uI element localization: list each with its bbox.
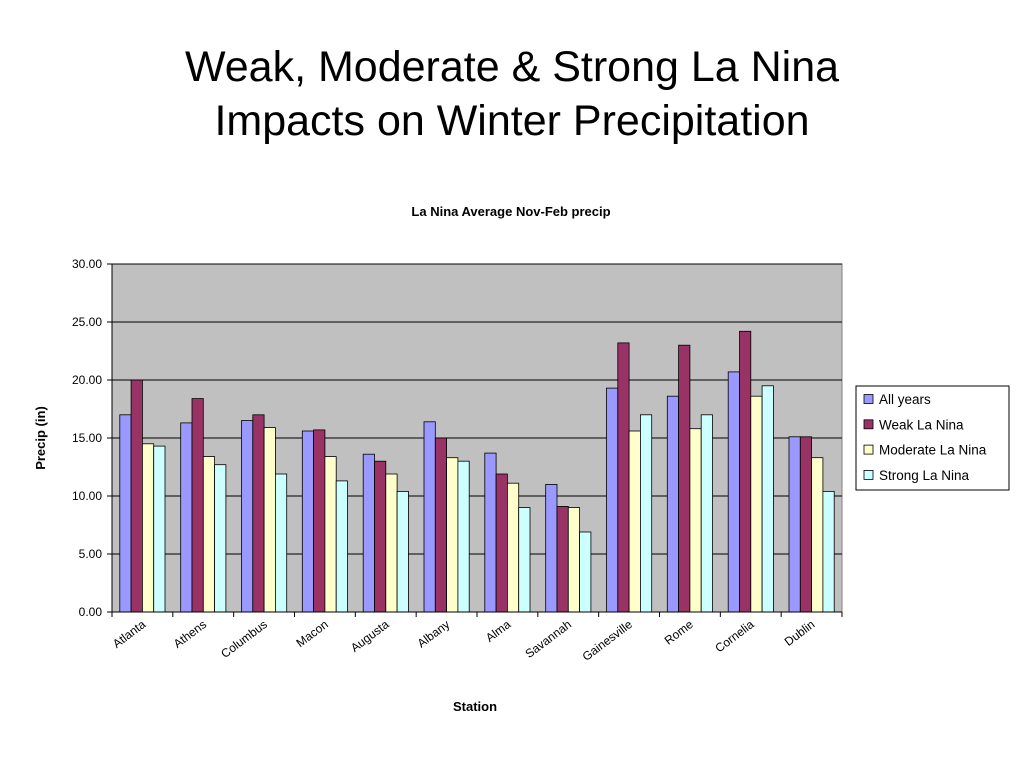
bar-savannah-series-1 [545,483,558,613]
x-tick-label: Cornelia [712,617,756,655]
bar-columbus-series-3 [263,427,276,613]
bar-savannah-series-3 [567,507,580,613]
legend-label: All years [879,392,931,407]
bar-gainesville-series-3 [628,430,641,613]
bar-macon-series-2 [313,429,326,613]
legend-item: Strong La Nina [863,468,970,483]
slide-title-line-1: Weak, Moderate & Strong La Nina [184,43,840,91]
bar-augusta-series-4 [396,490,409,613]
bar-gainesville-series-4 [640,414,653,613]
bar-atlanta-series-4 [153,445,166,613]
legend-item: Weak La Nina [863,417,964,432]
y-axis-tick-labels: 0.00 5.00 10.00 15.00 20.00 25.00 30.00 [72,257,112,619]
x-tick-label: Alma [483,617,514,645]
bar-alma-series-1 [484,452,497,613]
bar-alma-series-4 [518,507,531,613]
bar-macon-series-1 [301,430,314,613]
bar-macon-series-4 [335,480,348,613]
bar-gainesville-series-1 [606,387,619,613]
bar-rome-series-4 [700,414,713,613]
y-tick-label: 15.00 [72,431,102,445]
bar-columbus-series-1 [241,420,254,613]
bar-macon-series-3 [324,456,337,613]
legend-label: Weak La Nina [879,417,964,432]
bar-savannah-series-2 [556,505,569,613]
legend: All years Weak La Nina Moderate La Nina Str… [855,385,1010,491]
bar-atlanta-series-3 [141,443,155,613]
legend-item: Moderate La Nina [863,443,987,458]
bar-albany-series-2 [434,437,447,613]
bar-savannah-series-4 [579,531,592,613]
x-tick-label: Augusta [348,617,392,655]
legend-label: Moderate La Nina [879,443,987,458]
legend-swatch [863,469,874,480]
bar-athens-series-3 [202,456,216,613]
y-tick-label: 30.00 [72,257,102,271]
bar-atlanta-series-2 [130,379,143,613]
chart-title: La Nina Average Nov-Feb precip [411,204,610,219]
bar-athens-series-1 [180,422,193,613]
x-tick-label: Macon [294,617,331,650]
bar-dublin-series-4 [822,490,835,613]
bar-rome-series-1 [666,395,679,613]
bar-columbus-series-2 [252,414,265,613]
x-tick-label: Atlanta [110,617,149,651]
bar-rome-series-3 [689,428,702,613]
bar-cornelia-series-4 [761,385,774,613]
bar-athens-series-2 [191,398,204,613]
legend-box [855,385,1010,491]
bar-dublin-series-2 [799,436,812,613]
y-tick-label: 20.00 [72,373,102,387]
x-tick-label: Gainesville [580,617,636,664]
bar-gainesville-series-2 [617,342,630,613]
y-tick-label: 25.00 [72,315,102,329]
y-tick-label: 10.00 [72,489,102,503]
slide-title: Weak, Moderate & Strong La Nina Impacts … [0,40,1024,148]
bar-rome-series-2 [678,344,691,613]
legend-swatch [863,419,874,430]
x-tick-label: Savannah [522,617,574,661]
gridlines [112,263,842,555]
legend-swatch [863,394,874,404]
bar-dublin-series-1 [788,436,801,613]
y-axis-label: Precip (in) [33,406,48,470]
bar-dublin-series-3 [811,457,824,613]
bar-albany-series-1 [423,421,436,613]
bar-albany-series-4 [457,460,470,613]
bar-cornelia-series-1 [727,371,740,613]
bar-cornelia-series-3 [750,395,763,613]
x-tick-label: Albany [415,617,453,650]
bar-athens-series-4 [214,464,227,613]
x-axis-tick-labels: Atlanta Athens Columbus Macon Augusta Albany A… [110,617,817,664]
y-tick-label: 0.00 [79,605,103,619]
y-tick-label: 5.00 [79,547,103,561]
bar-augusta-series-3 [385,473,398,613]
legend-swatch [863,444,874,455]
bar-augusta-series-1 [362,453,375,613]
x-tick-label: Dublin [782,617,818,649]
x-axis-label: Station [453,699,497,714]
x-tick-label: Rome [662,617,696,648]
bar-albany-series-3 [446,457,459,613]
x-tick-label: Athens [171,617,209,651]
bar-augusta-series-2 [374,460,387,613]
bar-alma-series-3 [506,482,520,613]
legend-item: All years [863,392,931,407]
bar-cornelia-series-2 [739,330,752,613]
bar-alma-series-2 [495,473,508,613]
x-tick-label: Columbus [218,617,270,661]
bar-columbus-series-4 [274,473,288,613]
bar-atlanta-series-1 [119,414,132,613]
legend-label: Strong La Nina [879,468,970,483]
slide-title-line-2: Impacts on Winter Precipitation [214,97,810,145]
